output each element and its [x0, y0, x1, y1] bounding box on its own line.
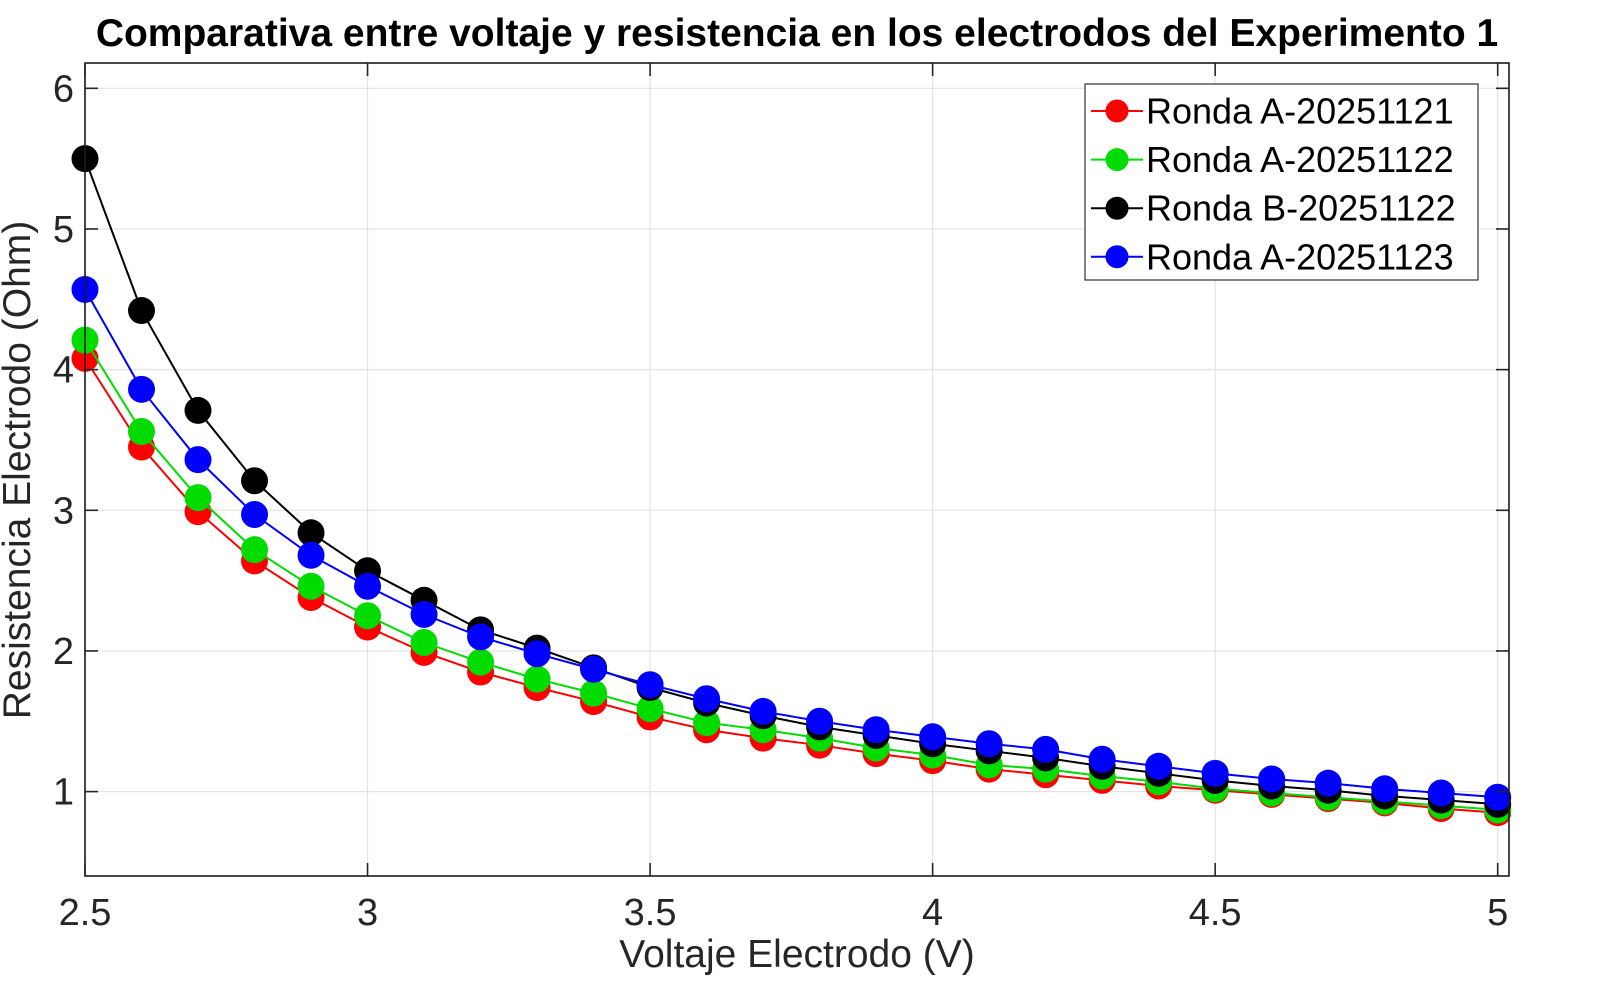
data-point: [523, 640, 551, 668]
data-point: [1484, 783, 1512, 811]
y-tick-label: 6: [53, 68, 74, 110]
series-line: [84, 339, 1498, 811]
data-point: [862, 716, 890, 744]
legend-item: Ronda B-20251122: [1091, 188, 1456, 229]
x-tick-label: 4.5: [1189, 892, 1242, 934]
data-point: [128, 297, 156, 325]
chart-title: Comparativa entre voltaje y resistencia …: [96, 12, 1498, 55]
y-tick-label: 5: [53, 209, 74, 251]
legend-label: Ronda A-20251123: [1146, 236, 1454, 277]
data-point: [919, 723, 947, 751]
plot-area: 2.5 3 3.5 4 4.5 5 1 2 3 4 5 6: [53, 62, 1512, 934]
gridlines: [84, 63, 1509, 876]
data-point: [1371, 775, 1399, 803]
x-tick-label: 2.5: [59, 892, 112, 934]
series-line: [84, 357, 1498, 814]
data-point: [580, 679, 608, 707]
data-point: [975, 730, 1003, 758]
legend-marker: [1105, 99, 1129, 123]
data-point: [806, 707, 834, 735]
y-tick-label: 2: [53, 631, 74, 673]
series-ronda-a-20251123: [71, 275, 1512, 811]
data-point: [523, 665, 551, 693]
x-tick-label: 4: [922, 892, 943, 934]
data-point: [1088, 745, 1116, 773]
ticks: 2.5 3 3.5 4 4.5 5 1 2 3 4 5 6: [53, 63, 1509, 934]
legend-item: Ronda A-20251122: [1091, 139, 1454, 180]
axes-box: [84, 62, 1510, 877]
data-point: [128, 375, 156, 403]
data-point: [184, 446, 212, 474]
x-axis-label: Voltaje Electrodo (V): [619, 933, 975, 976]
data-point: [580, 655, 608, 683]
y-tick-label: 1: [53, 772, 74, 814]
y-tick-label: 3: [53, 490, 74, 532]
data-point: [1258, 765, 1286, 793]
data-point: [241, 467, 269, 495]
series-ronda-a-20251122: [71, 326, 1512, 824]
legend: Ronda A-20251121 Ronda A-20251122 Ronda B-…: [1084, 83, 1479, 281]
series-ronda-a-20251121: [71, 344, 1512, 827]
x-tick-label: 5: [1487, 892, 1508, 934]
data-point: [636, 695, 664, 723]
data-point: [693, 709, 721, 737]
data-point: [693, 685, 721, 713]
legend-box: [1084, 83, 1479, 281]
y-tick-label: 4: [53, 350, 74, 392]
legend-marker: [1105, 196, 1129, 220]
legend-item: Ronda A-20251123: [1091, 236, 1454, 277]
data-point: [297, 541, 325, 569]
legend-label: Ronda A-20251121: [1146, 91, 1454, 132]
data-point: [354, 602, 382, 630]
data-point: [354, 572, 382, 600]
data-point: [297, 519, 325, 547]
data-point: [636, 671, 664, 699]
data-point: [749, 697, 777, 725]
legend-marker: [1105, 148, 1129, 172]
data-point: [1201, 759, 1229, 787]
data-point: [241, 501, 269, 529]
data-point: [467, 623, 495, 651]
data-point: [1427, 779, 1455, 807]
legend-marker: [1105, 245, 1129, 269]
legend-item: Ronda A-20251121: [1091, 91, 1454, 132]
x-tick-label: 3.5: [624, 892, 677, 934]
data-point: [241, 536, 269, 564]
data-point: [128, 418, 156, 446]
y-axis-label: Resistencia Electrodo (Ohm): [0, 221, 39, 720]
data-point: [1314, 769, 1342, 797]
legend-label: Ronda A-20251122: [1146, 139, 1454, 180]
x-tick-label: 3: [357, 892, 378, 934]
data-point: [410, 600, 438, 628]
data-point: [467, 648, 495, 676]
data-point: [1032, 735, 1060, 763]
data-point: [184, 484, 212, 512]
data-point: [1145, 752, 1173, 780]
legend-label: Ronda B-20251122: [1146, 188, 1456, 229]
data-point: [410, 629, 438, 657]
data-point: [184, 396, 212, 424]
data-point: [297, 572, 325, 600]
